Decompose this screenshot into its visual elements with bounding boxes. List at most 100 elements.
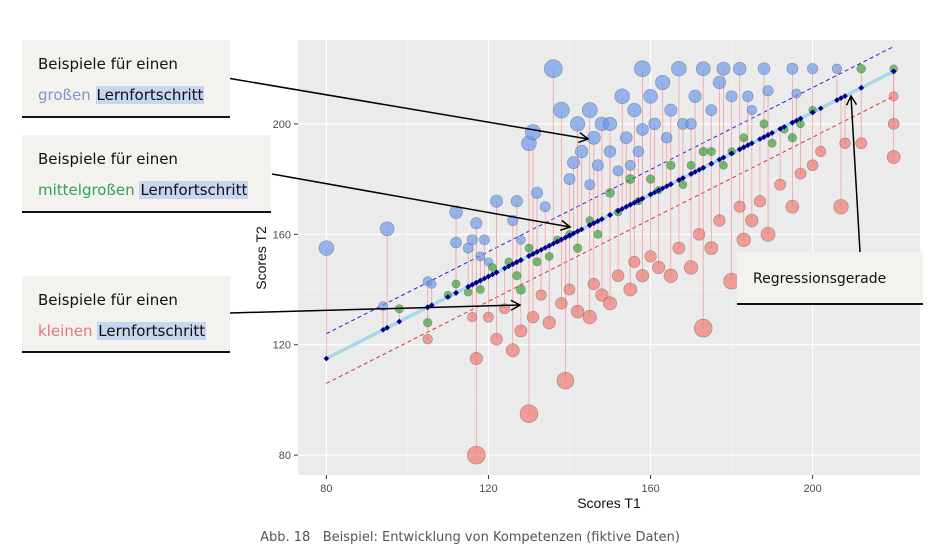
point-small bbox=[692, 228, 706, 241]
predicted-point bbox=[428, 302, 435, 309]
predicted-point bbox=[615, 208, 621, 214]
point-large bbox=[643, 89, 658, 104]
point-medium bbox=[451, 279, 461, 289]
point-medium bbox=[515, 284, 526, 295]
predicted-point bbox=[554, 238, 561, 245]
point-large bbox=[624, 159, 636, 171]
callout-small: Beispiele für einen kleinen Lernfortschr… bbox=[22, 276, 230, 353]
point-small bbox=[595, 288, 609, 302]
point-small bbox=[623, 282, 638, 297]
point-small bbox=[628, 255, 641, 268]
point-small bbox=[422, 334, 433, 345]
point-small bbox=[556, 371, 575, 390]
point-medium bbox=[666, 160, 676, 171]
predicted-point bbox=[716, 156, 723, 163]
point-small bbox=[663, 268, 678, 283]
predicted-point bbox=[765, 132, 771, 138]
point-medium bbox=[625, 174, 636, 185]
point-large bbox=[786, 62, 799, 75]
point-small bbox=[683, 260, 699, 275]
callout-large-word: großen bbox=[38, 86, 91, 104]
point-small bbox=[570, 304, 585, 319]
predicted-point bbox=[493, 269, 500, 276]
point-medium bbox=[605, 188, 615, 198]
predicted-point bbox=[744, 142, 751, 149]
point-large bbox=[379, 221, 395, 237]
callout-medium-highlight: Lernfortschritt bbox=[139, 181, 249, 199]
predicted-point bbox=[538, 247, 544, 253]
point-large bbox=[688, 89, 702, 103]
predicted-point bbox=[586, 222, 593, 229]
arrow-small bbox=[229, 299, 522, 314]
point-medium bbox=[759, 119, 769, 129]
predicted-point bbox=[562, 234, 569, 241]
point-small bbox=[611, 269, 625, 282]
predicted-point bbox=[469, 281, 476, 288]
point-large bbox=[524, 124, 542, 141]
point-large bbox=[712, 75, 727, 90]
point-small bbox=[519, 404, 539, 423]
point-large bbox=[475, 251, 486, 262]
point-medium bbox=[787, 133, 797, 143]
figure-caption: Abb. 18 Beispiel: Entwicklung von Kompet… bbox=[0, 530, 940, 545]
point-medium bbox=[524, 243, 534, 253]
y-tick-label: 120 bbox=[273, 340, 291, 352]
point-medium bbox=[488, 263, 497, 272]
predicted-point bbox=[639, 195, 646, 202]
point-large bbox=[661, 132, 673, 144]
predicted-point bbox=[659, 185, 666, 192]
predicted-point bbox=[680, 175, 686, 181]
predicted-point bbox=[546, 242, 553, 249]
point-large bbox=[695, 61, 711, 77]
point-large bbox=[318, 240, 335, 256]
point-large bbox=[664, 103, 678, 117]
callout-small-line1: Beispiele für einen bbox=[38, 291, 178, 309]
predicted-point bbox=[453, 290, 459, 296]
predicted-point bbox=[838, 95, 844, 101]
predicted-point bbox=[534, 249, 540, 255]
point-small bbox=[753, 195, 767, 208]
point-small bbox=[603, 296, 617, 311]
point-small bbox=[704, 241, 719, 255]
point-large bbox=[567, 156, 580, 169]
point-medium bbox=[645, 174, 656, 184]
predicted-point bbox=[558, 236, 565, 243]
point-large bbox=[762, 85, 774, 97]
point-small bbox=[514, 324, 528, 338]
predicted-point bbox=[619, 205, 625, 212]
point-large bbox=[426, 279, 437, 289]
point-small bbox=[542, 316, 556, 330]
predicted-point bbox=[688, 171, 694, 177]
point-small bbox=[644, 250, 657, 263]
point-large bbox=[510, 195, 523, 208]
caption-label: Abb. 18 bbox=[260, 530, 311, 545]
predicted-point bbox=[789, 119, 796, 126]
point-small bbox=[652, 260, 666, 275]
predicted-point bbox=[481, 275, 488, 282]
point-medium bbox=[767, 138, 777, 148]
point-small bbox=[774, 178, 787, 191]
predicted-point bbox=[477, 277, 484, 284]
callout-large-line1: Beispiele für einen bbox=[38, 55, 178, 73]
point-medium bbox=[572, 243, 583, 253]
predicted-point bbox=[740, 144, 747, 151]
point-large bbox=[581, 102, 598, 118]
point-small bbox=[833, 199, 849, 215]
point-medium bbox=[686, 160, 696, 170]
predicted-point bbox=[708, 160, 715, 167]
y-tick-label: 200 bbox=[273, 119, 291, 131]
callout-regression: Regressionsgerade bbox=[737, 252, 923, 305]
x-tick-label: 120 bbox=[479, 483, 497, 495]
point-small bbox=[466, 445, 486, 465]
predicted-point bbox=[834, 97, 840, 103]
point-large bbox=[655, 74, 671, 91]
predicted-point bbox=[667, 181, 674, 188]
arrow-medium bbox=[271, 173, 572, 232]
point-medium bbox=[719, 160, 728, 170]
point-small bbox=[693, 318, 713, 338]
callout-medium-word: mittelgroßen bbox=[38, 181, 135, 199]
predicted-point bbox=[509, 261, 516, 268]
predicted-point bbox=[542, 244, 549, 251]
point-large bbox=[705, 104, 718, 116]
